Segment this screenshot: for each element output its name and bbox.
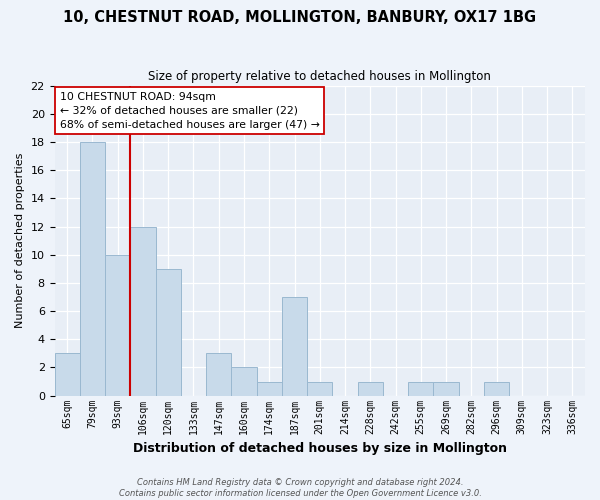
Bar (80, 142, 105, 396)
Bar (408, 382, 433, 396)
Bar (105, 254, 130, 396)
Title: Size of property relative to detached houses in Mollington: Size of property relative to detached ho… (148, 70, 491, 83)
Bar (232, 368, 257, 396)
Text: 10, CHESTNUT ROAD, MOLLINGTON, BANBURY, OX17 1BG: 10, CHESTNUT ROAD, MOLLINGTON, BANBURY, … (64, 10, 536, 25)
Bar (307, 382, 332, 396)
Bar (358, 382, 383, 396)
Bar (484, 382, 509, 396)
Text: Contains HM Land Registry data © Crown copyright and database right 2024.
Contai: Contains HM Land Registry data © Crown c… (119, 478, 481, 498)
Bar (130, 226, 155, 396)
Bar (155, 269, 181, 396)
Bar (55, 354, 80, 396)
Y-axis label: Number of detached properties: Number of detached properties (15, 153, 25, 328)
Bar (433, 382, 458, 396)
X-axis label: Distribution of detached houses by size in Mollington: Distribution of detached houses by size … (133, 442, 507, 455)
Bar (257, 382, 282, 396)
Text: 10 CHESTNUT ROAD: 94sqm
← 32% of detached houses are smaller (22)
68% of semi-de: 10 CHESTNUT ROAD: 94sqm ← 32% of detache… (60, 92, 320, 130)
Bar (206, 354, 232, 396)
Bar (282, 297, 307, 396)
